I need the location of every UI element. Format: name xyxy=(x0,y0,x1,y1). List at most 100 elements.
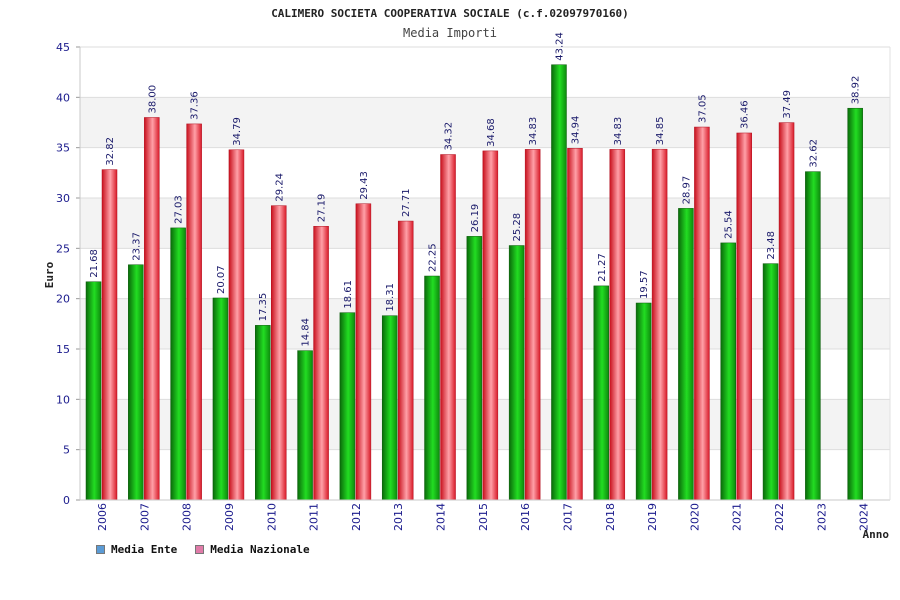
label-media-ente-2019: 19.57 xyxy=(639,270,650,299)
bar-media-ente-2009 xyxy=(212,297,229,501)
bar-media-ente-2014 xyxy=(424,275,440,501)
bar-media-ente-2015 xyxy=(466,236,483,501)
legend-item-media-nazionale: Media Nazionale xyxy=(195,543,310,556)
y-tick-label: 30 xyxy=(56,192,70,205)
x-tick-label-2023: 2023 xyxy=(815,503,828,531)
bars xyxy=(85,64,863,501)
bar-media-ente-2012 xyxy=(339,312,356,501)
label-media-nazionale-2014: 34.32 xyxy=(444,122,455,151)
x-tick-label-2011: 2011 xyxy=(308,503,321,531)
bar-media-nazionale-2011 xyxy=(313,226,329,501)
grid-band xyxy=(80,97,890,148)
label-media-nazionale-2012: 29.43 xyxy=(359,171,370,200)
label-media-nazionale-2011: 27.19 xyxy=(317,194,328,223)
legend-swatch-media-nazionale xyxy=(195,545,205,554)
bar-media-nazionale-2006 xyxy=(101,169,118,501)
label-media-nazionale-2013: 27.71 xyxy=(401,188,412,217)
y-axis-label: Euro xyxy=(43,261,56,288)
label-media-ente-2023: 32.62 xyxy=(808,139,819,168)
x-tick-label-2019: 2019 xyxy=(646,503,659,531)
label-media-nazionale-2017: 34.94 xyxy=(570,116,581,145)
x-tick-label-2020: 2020 xyxy=(688,503,701,531)
label-media-ente-2016: 25.28 xyxy=(512,213,523,242)
y-tick-label: 10 xyxy=(56,393,70,406)
bar-media-ente-2017 xyxy=(551,64,567,501)
bar-media-ente-2011 xyxy=(297,350,313,501)
x-tick-label-2009: 2009 xyxy=(223,503,236,531)
bar-media-ente-2006 xyxy=(85,281,102,501)
bar-media-ente-2021 xyxy=(720,242,736,501)
y-tick-label: 5 xyxy=(63,444,70,457)
x-tick-label-2017: 2017 xyxy=(561,503,574,531)
label-media-ente-2021: 25.54 xyxy=(724,210,735,239)
bar-media-nazionale-2018 xyxy=(609,149,626,501)
label-media-nazionale-2015: 34.68 xyxy=(486,118,497,147)
label-media-ente-2020: 28.97 xyxy=(681,176,692,205)
x-tick-label-2008: 2008 xyxy=(181,503,194,531)
y-tick-label: 15 xyxy=(56,343,70,356)
bar-media-ente-2022 xyxy=(762,263,779,501)
x-tick-label-2016: 2016 xyxy=(519,503,532,531)
label-media-nazionale-2019: 34.85 xyxy=(655,117,666,146)
label-media-ente-2012: 18.61 xyxy=(343,280,354,309)
legend-item-media-ente: Media Ente xyxy=(96,543,177,556)
label-media-ente-2008: 27.03 xyxy=(174,195,185,224)
bar-media-nazionale-2020 xyxy=(694,126,710,501)
label-media-ente-2007: 23.37 xyxy=(131,232,142,261)
bar-media-ente-2018 xyxy=(593,285,610,501)
x-tick-label-2006: 2006 xyxy=(96,503,109,531)
x-tick-label-2010: 2010 xyxy=(265,503,278,531)
bar-media-ente-2016 xyxy=(508,245,525,501)
label-media-ente-2009: 20.07 xyxy=(216,265,227,294)
bar-media-ente-2019 xyxy=(635,302,652,501)
legend-swatch-media-ente xyxy=(96,545,105,554)
y-axis-ticks: 0 5 10 15 20 25 30 35 40 45 xyxy=(56,41,80,507)
bar-media-ente-2007 xyxy=(128,264,144,501)
bar-media-nazionale-2014 xyxy=(440,154,456,501)
x-tick-label-2012: 2012 xyxy=(350,503,363,531)
bar-media-ente-2010 xyxy=(255,325,271,501)
label-media-nazionale-2008: 37.36 xyxy=(190,91,201,120)
bar-media-nazionale-2016 xyxy=(524,149,541,501)
bar-media-ente-2020 xyxy=(678,208,694,501)
bar-media-nazionale-2007 xyxy=(144,117,160,501)
bar-media-ente-2013 xyxy=(381,315,398,501)
bar-media-nazionale-2019 xyxy=(651,148,668,501)
bar-media-ente-2008 xyxy=(170,227,186,501)
label-media-nazionale-2009: 34.79 xyxy=(232,117,243,146)
legend: Media Ente Media Nazionale xyxy=(96,543,310,556)
x-tick-label-2015: 2015 xyxy=(477,503,490,531)
x-axis-label: Anno xyxy=(863,528,890,541)
label-media-ente-2017: 43.24 xyxy=(554,32,565,61)
bar-media-nazionale-2008 xyxy=(186,123,202,501)
y-tick-label: 35 xyxy=(56,142,70,155)
label-media-ente-2018: 21.27 xyxy=(597,253,608,282)
x-tick-label-2018: 2018 xyxy=(604,503,617,531)
bar-media-nazionale-2010 xyxy=(271,205,287,501)
label-media-nazionale-2021: 36.46 xyxy=(740,100,751,129)
bar-media-nazionale-2015 xyxy=(482,150,499,501)
y-tick-label: 45 xyxy=(56,41,70,54)
label-media-nazionale-2018: 34.83 xyxy=(613,117,624,146)
y-tick-label: 25 xyxy=(56,242,70,255)
label-media-ente-2014: 22.25 xyxy=(428,243,439,272)
label-media-nazionale-2010: 29.24 xyxy=(274,173,285,202)
label-media-nazionale-2007: 38.00 xyxy=(147,85,158,114)
label-media-nazionale-2020: 37.05 xyxy=(697,94,708,123)
y-tick-label: 0 xyxy=(63,494,70,507)
bar-media-nazionale-2009 xyxy=(228,149,245,501)
chart-subtitle: Media Importi xyxy=(403,26,497,40)
label-media-ente-2011: 14.84 xyxy=(301,318,312,347)
x-tick-label-2024: 2024 xyxy=(858,503,871,531)
bar-media-ente-2023 xyxy=(805,171,821,501)
y-tick-label: 40 xyxy=(56,91,70,104)
label-media-nazionale-2006: 32.82 xyxy=(105,137,116,166)
legend-label-media-ente: Media Ente xyxy=(111,543,178,556)
bar-media-nazionale-2021 xyxy=(736,132,752,501)
x-tick-label-2014: 2014 xyxy=(435,503,448,531)
label-media-nazionale-2022: 37.49 xyxy=(782,90,793,119)
y-tick-label: 20 xyxy=(56,293,70,306)
data-labels: 21.68 32.82 23.37 38.00 27.03 37.36 20.07 34.79… xyxy=(89,32,862,347)
label-media-ente-2006: 21.68 xyxy=(89,249,100,278)
